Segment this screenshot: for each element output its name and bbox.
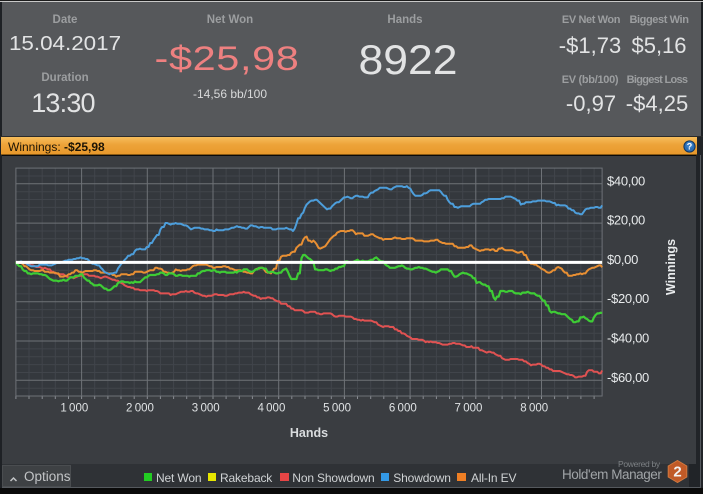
svg-text:-$40,00: -$40,00 (607, 331, 649, 346)
svg-text:?: ? (687, 142, 693, 152)
svg-text:2 000: 2 000 (126, 403, 154, 415)
svg-text:Winnings: Winnings (664, 239, 678, 295)
svg-text:6 000: 6 000 (389, 403, 417, 415)
svg-text:Hands: Hands (290, 426, 328, 440)
svg-text:7 000: 7 000 (455, 403, 483, 415)
svg-text:1 000: 1 000 (60, 403, 88, 415)
svg-text:3 000: 3 000 (192, 403, 220, 415)
svg-text:$40,00: $40,00 (607, 173, 645, 188)
svg-text:2: 2 (673, 464, 681, 481)
svg-text:$0,00: $0,00 (607, 252, 638, 267)
svg-text:-$20,00: -$20,00 (607, 291, 649, 306)
svg-text:8 000: 8 000 (520, 403, 548, 415)
svg-text:-$60,00: -$60,00 (607, 370, 649, 385)
svg-text:5 000: 5 000 (323, 403, 351, 415)
svg-text:4 000: 4 000 (257, 403, 285, 415)
svg-text:$20,00: $20,00 (607, 213, 645, 228)
